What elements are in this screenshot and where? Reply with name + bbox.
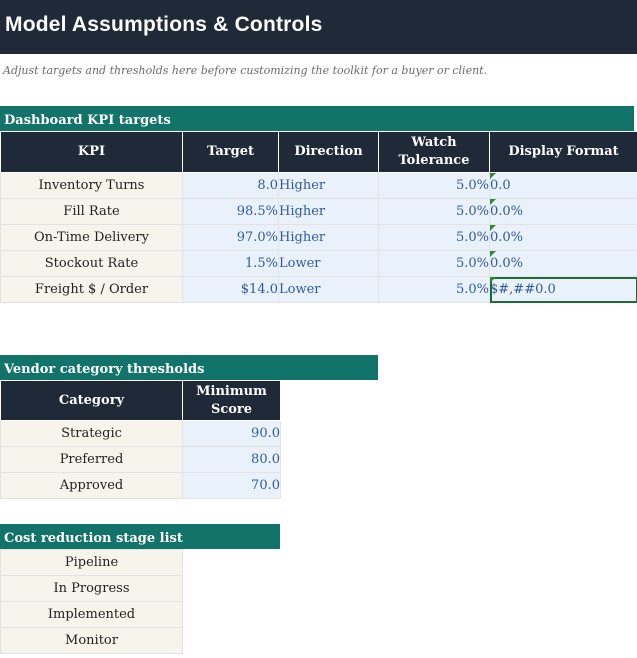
title-bar: Model Assumptions & Controls (0, 0, 637, 54)
kpi-tolerance-cell[interactable]: 5.0% (378, 172, 490, 199)
vendor-row: Strategic 90.0 (0, 420, 281, 447)
col-header-tolerance-text: Watch Tolerance (398, 135, 470, 168)
col-header-kpi: KPI (0, 131, 183, 173)
kpi-format-cell[interactable]: 0.0% (489, 250, 637, 277)
kpi-name-cell[interactable]: Stockout Rate (0, 250, 183, 277)
kpi-format-cell[interactable]: $#,##0.0 (489, 276, 637, 303)
stage-row: Pipeline (0, 549, 183, 576)
vendor-category-cell[interactable]: Approved (0, 472, 183, 499)
kpi-row: Fill Rate 98.5% Higher 5.0% 0.0% (0, 198, 637, 225)
col-header-minimum-score-text: Minimum Score (196, 383, 267, 417)
kpi-target-cell[interactable]: 97.0% (182, 224, 279, 251)
kpi-direction-cell[interactable]: Higher (278, 198, 379, 225)
page-subtitle: Adjust targets and thresholds here befor… (3, 64, 488, 77)
stage-row: Monitor (0, 627, 183, 654)
vendor-category-cell[interactable]: Strategic (0, 420, 183, 447)
col-header-target: Target (182, 131, 279, 173)
vendor-row: Preferred 80.0 (0, 446, 281, 473)
vendor-score-cell[interactable]: 70.0 (182, 472, 281, 499)
kpi-tolerance-cell[interactable]: 5.0% (378, 276, 490, 303)
kpi-row: Freight $ / Order $14.0 Lower 5.0% $#,##0.0 (0, 276, 637, 303)
kpi-row: On-Time Delivery 97.0% Higher 5.0% 0.0% (0, 224, 637, 251)
stage-table: Pipeline In Progress Implemented Monitor (0, 549, 183, 654)
stage-cell[interactable]: In Progress (0, 575, 183, 602)
kpi-tolerance-cell[interactable]: 5.0% (378, 198, 490, 225)
kpi-target-cell[interactable]: 1.5% (182, 250, 279, 277)
kpi-target-cell[interactable]: 98.5% (182, 198, 279, 225)
kpi-direction-cell[interactable]: Higher (278, 224, 379, 251)
col-header-direction: Direction (278, 131, 379, 173)
kpi-row: Stockout Rate 1.5% Lower 5.0% 0.0% (0, 250, 637, 277)
vendor-category-cell[interactable]: Preferred (0, 446, 183, 473)
col-header-category: Category (0, 380, 183, 421)
kpi-target-cell[interactable]: 8.0 (182, 172, 279, 199)
kpi-header-row: KPI Target Direction Watch Tolerance Dis… (0, 131, 637, 173)
section-heading-stage: Cost reduction stage list (0, 524, 280, 549)
section-heading-kpi: Dashboard KPI targets (0, 106, 634, 131)
kpi-name-cell[interactable]: Fill Rate (0, 198, 183, 225)
page-title: Model Assumptions & Controls (5, 13, 323, 36)
kpi-tolerance-cell[interactable]: 5.0% (378, 224, 490, 251)
col-header-minimum-score: Minimum Score (182, 380, 281, 421)
vendor-score-cell[interactable]: 80.0 (182, 446, 281, 473)
kpi-row: Inventory Turns 8.0 Higher 5.0% 0.0 (0, 172, 637, 199)
col-header-tolerance: Watch Tolerance (378, 131, 490, 173)
kpi-format-cell[interactable]: 0.0 (489, 172, 637, 199)
stage-cell[interactable]: Monitor (0, 627, 183, 654)
kpi-format-cell[interactable]: 0.0% (489, 198, 637, 225)
stage-row: Implemented (0, 601, 183, 628)
kpi-direction-cell[interactable]: Lower (278, 250, 379, 277)
kpi-direction-cell[interactable]: Higher (278, 172, 379, 199)
section-heading-vendor: Vendor category thresholds (0, 355, 378, 380)
kpi-name-cell[interactable]: Inventory Turns (0, 172, 183, 199)
kpi-target-cell[interactable]: $14.0 (182, 276, 279, 303)
kpi-name-cell[interactable]: Freight $ / Order (0, 276, 183, 303)
kpi-name-cell[interactable]: On-Time Delivery (0, 224, 183, 251)
kpi-direction-cell[interactable]: Lower (278, 276, 379, 303)
stage-cell[interactable]: Implemented (0, 601, 183, 628)
vendor-table: Category Minimum Score Strategic 90.0 Pref… (0, 380, 281, 499)
stage-row: In Progress (0, 575, 183, 602)
vendor-score-cell[interactable]: 90.0 (182, 420, 281, 447)
vendor-row: Approved 70.0 (0, 472, 281, 499)
kpi-table: KPI Target Direction Watch Tolerance Dis… (0, 131, 637, 303)
vendor-header-row: Category Minimum Score (0, 380, 281, 421)
kpi-format-cell[interactable]: 0.0% (489, 224, 637, 251)
col-header-format: Display Format (489, 131, 637, 173)
kpi-tolerance-cell[interactable]: 5.0% (378, 250, 490, 277)
stage-cell[interactable]: Pipeline (0, 549, 183, 576)
